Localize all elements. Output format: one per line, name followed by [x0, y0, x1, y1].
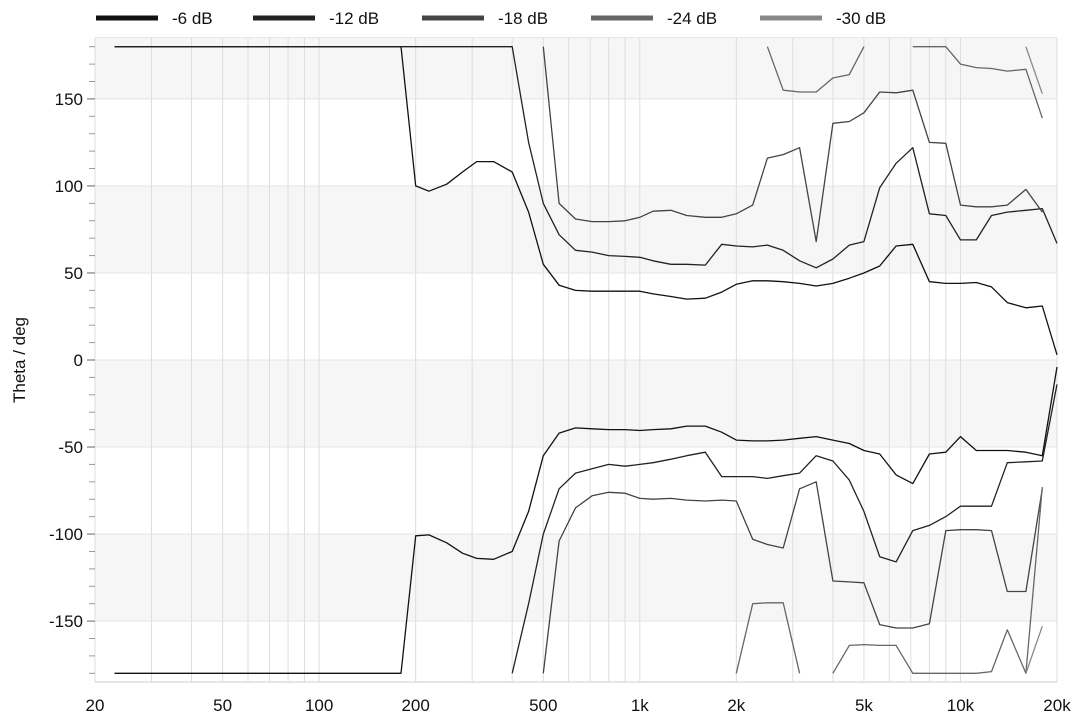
- y-tick-label: -50: [58, 438, 83, 457]
- series-line-4-segment-1: [766, 46, 865, 93]
- x-tick-label: 200: [401, 696, 429, 715]
- y-tick-label: 0: [74, 351, 83, 370]
- series-line-2-segment-2: [511, 384, 1058, 674]
- x-tick-label: 5k: [855, 696, 873, 715]
- plot-band: [95, 38, 1057, 47]
- series-line-4-segment-3: [735, 602, 801, 674]
- y-axis-ticks: 150 100 50 0 -50 -100 -150: [49, 90, 95, 631]
- plot-band: [95, 185, 1057, 273]
- y-tick-label: -150: [49, 612, 83, 631]
- legend-label: -24 dB: [667, 9, 717, 28]
- x-tick-label: 10k: [947, 696, 975, 715]
- legend: -6 dB -12 dB -18 dB -24 dB -30 dB: [96, 9, 886, 28]
- x-tick-label: 50: [213, 696, 232, 715]
- x-tick-label: 2k: [727, 696, 745, 715]
- y-tick-label: 50: [64, 264, 83, 283]
- minor-grid: [89, 38, 1058, 682]
- y-tick-label: 100: [55, 177, 83, 196]
- x-tick-label: 500: [529, 696, 557, 715]
- legend-label: -18 dB: [498, 9, 548, 28]
- x-tick-label: 100: [305, 696, 333, 715]
- y-tick-label: -100: [49, 525, 83, 544]
- x-tick-label: 20: [86, 696, 105, 715]
- legend-item: -6 dB: [96, 9, 213, 28]
- legend-item: -18 dB: [422, 9, 548, 28]
- series-line-3-segment-2: [542, 481, 1043, 674]
- x-axis-ticks: 20 50 100 200 500 1k 2k 5k 10k 20k: [86, 696, 1072, 715]
- y-axis-title: Theta / deg: [10, 317, 29, 403]
- series-line-4-segment-2: [912, 46, 1043, 119]
- legend-item: -24 dB: [591, 9, 717, 28]
- series-layer: [114, 46, 1058, 674]
- series-line-5-segment-1: [1025, 46, 1043, 94]
- series-line-3-segment-1: [542, 46, 1043, 243]
- x-tick-label: 1k: [631, 696, 649, 715]
- x-tick-label: 20k: [1043, 696, 1071, 715]
- plot-band: [95, 46, 1057, 99]
- y-tick-label: 150: [55, 90, 83, 109]
- plot-band: [95, 360, 1057, 448]
- series-line-5-segment-2: [1025, 626, 1043, 674]
- series-line-1-segment-2: [114, 366, 1058, 674]
- plot-band: [95, 534, 1057, 622]
- legend-item: -12 dB: [253, 9, 379, 28]
- legend-label: -12 dB: [329, 9, 379, 28]
- series-line-1-segment-1: [114, 46, 1058, 355]
- legend-label: -30 dB: [836, 9, 886, 28]
- legend-item: -30 dB: [760, 9, 886, 28]
- major-grid: [95, 98, 1057, 622]
- legend-label: -6 dB: [172, 9, 213, 28]
- series-line-2-segment-1: [114, 46, 1058, 269]
- series-line-4-segment-4: [832, 487, 1043, 674]
